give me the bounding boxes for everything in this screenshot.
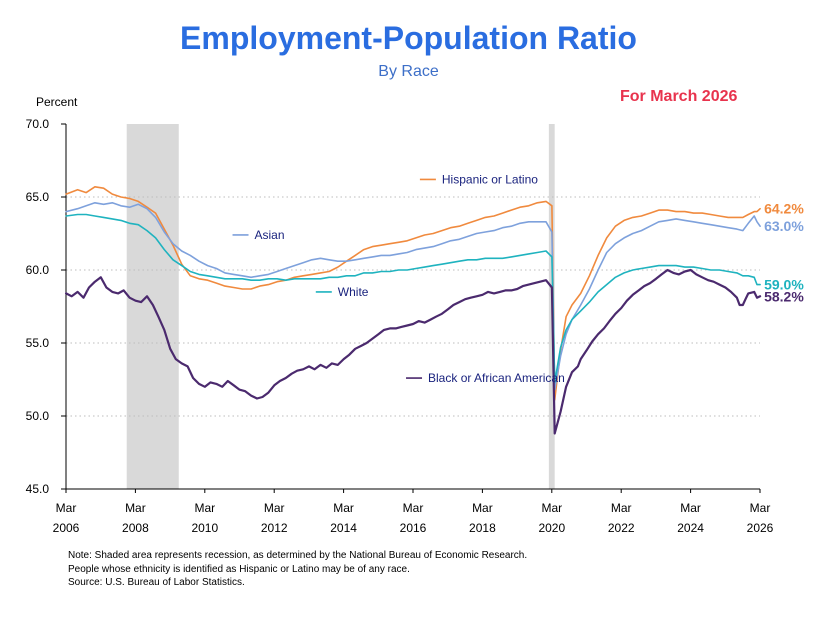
- x-tick-label-year: 2020: [538, 521, 565, 535]
- series-label-asian: Asian: [255, 228, 285, 242]
- end-value-label-hispanic: 64.2%: [764, 201, 804, 217]
- series-line-black: [65, 268, 762, 435]
- series-line-hispanic: [65, 186, 761, 401]
- x-tick-label-month: Mar: [541, 501, 562, 515]
- note-ethnicity: People whose ethnicity is identified as …: [68, 563, 410, 575]
- chart-subtitle: By Race: [378, 63, 439, 80]
- series-label-black: Black or African American: [428, 371, 565, 385]
- note-recession: Note: Shaded area represents recession, …: [68, 550, 528, 561]
- note-source: Source: U.S. Bureau of Labor Statistics.: [68, 577, 245, 588]
- x-tick-label-year: 2018: [469, 521, 496, 535]
- y-tick-label: 70.0: [26, 117, 50, 131]
- x-tick-label-month: Mar: [750, 501, 771, 515]
- series-line-asian: [65, 202, 761, 391]
- y-tick-label: 60.0: [26, 263, 50, 277]
- y-tick-label: 55.0: [26, 336, 50, 350]
- x-tick-label-year: 2016: [400, 521, 427, 535]
- x-tick-label-year: 2006: [53, 521, 80, 535]
- x-tick-label-month: Mar: [333, 501, 354, 515]
- x-tick-label-year: 2024: [677, 521, 704, 535]
- end-value-label-black: 58.2%: [764, 288, 804, 304]
- x-tick-label-month: Mar: [403, 501, 424, 515]
- x-tick-label-year: 2022: [608, 521, 635, 535]
- x-tick-label-year: 2026: [747, 521, 774, 535]
- end-value-label-white: 59.0%: [764, 277, 804, 293]
- series-line-white: [65, 213, 761, 384]
- chart-notes: Note: Shaded area represents recession, …: [68, 549, 527, 590]
- chart-title: Employment-Population Ratio: [180, 20, 637, 56]
- x-tick-label-month: Mar: [472, 501, 493, 515]
- y-tick-label: 65.0: [26, 190, 50, 204]
- end-value-label-asian: 63.0%: [764, 218, 804, 234]
- x-tick-label-month: Mar: [680, 501, 701, 515]
- series-label-hispanic: Hispanic or Latino: [442, 172, 538, 186]
- x-tick-label-month: Mar: [194, 501, 215, 515]
- series-label-white: White: [338, 285, 369, 299]
- period-label: For March 2026: [620, 88, 738, 105]
- x-tick-label-year: 2010: [191, 521, 218, 535]
- y-tick-label: 45.0: [26, 482, 50, 496]
- x-tick-label-year: 2014: [330, 521, 357, 535]
- y-axis-unit-label: Percent: [36, 95, 78, 109]
- x-tick-label-month: Mar: [611, 501, 632, 515]
- x-tick-label-month: Mar: [125, 501, 146, 515]
- x-tick-label-month: Mar: [264, 501, 285, 515]
- x-tick-label-year: 2012: [261, 521, 288, 535]
- x-tick-label-month: Mar: [56, 501, 77, 515]
- y-tick-label: 50.0: [26, 409, 50, 423]
- x-tick-label-year: 2008: [122, 521, 149, 535]
